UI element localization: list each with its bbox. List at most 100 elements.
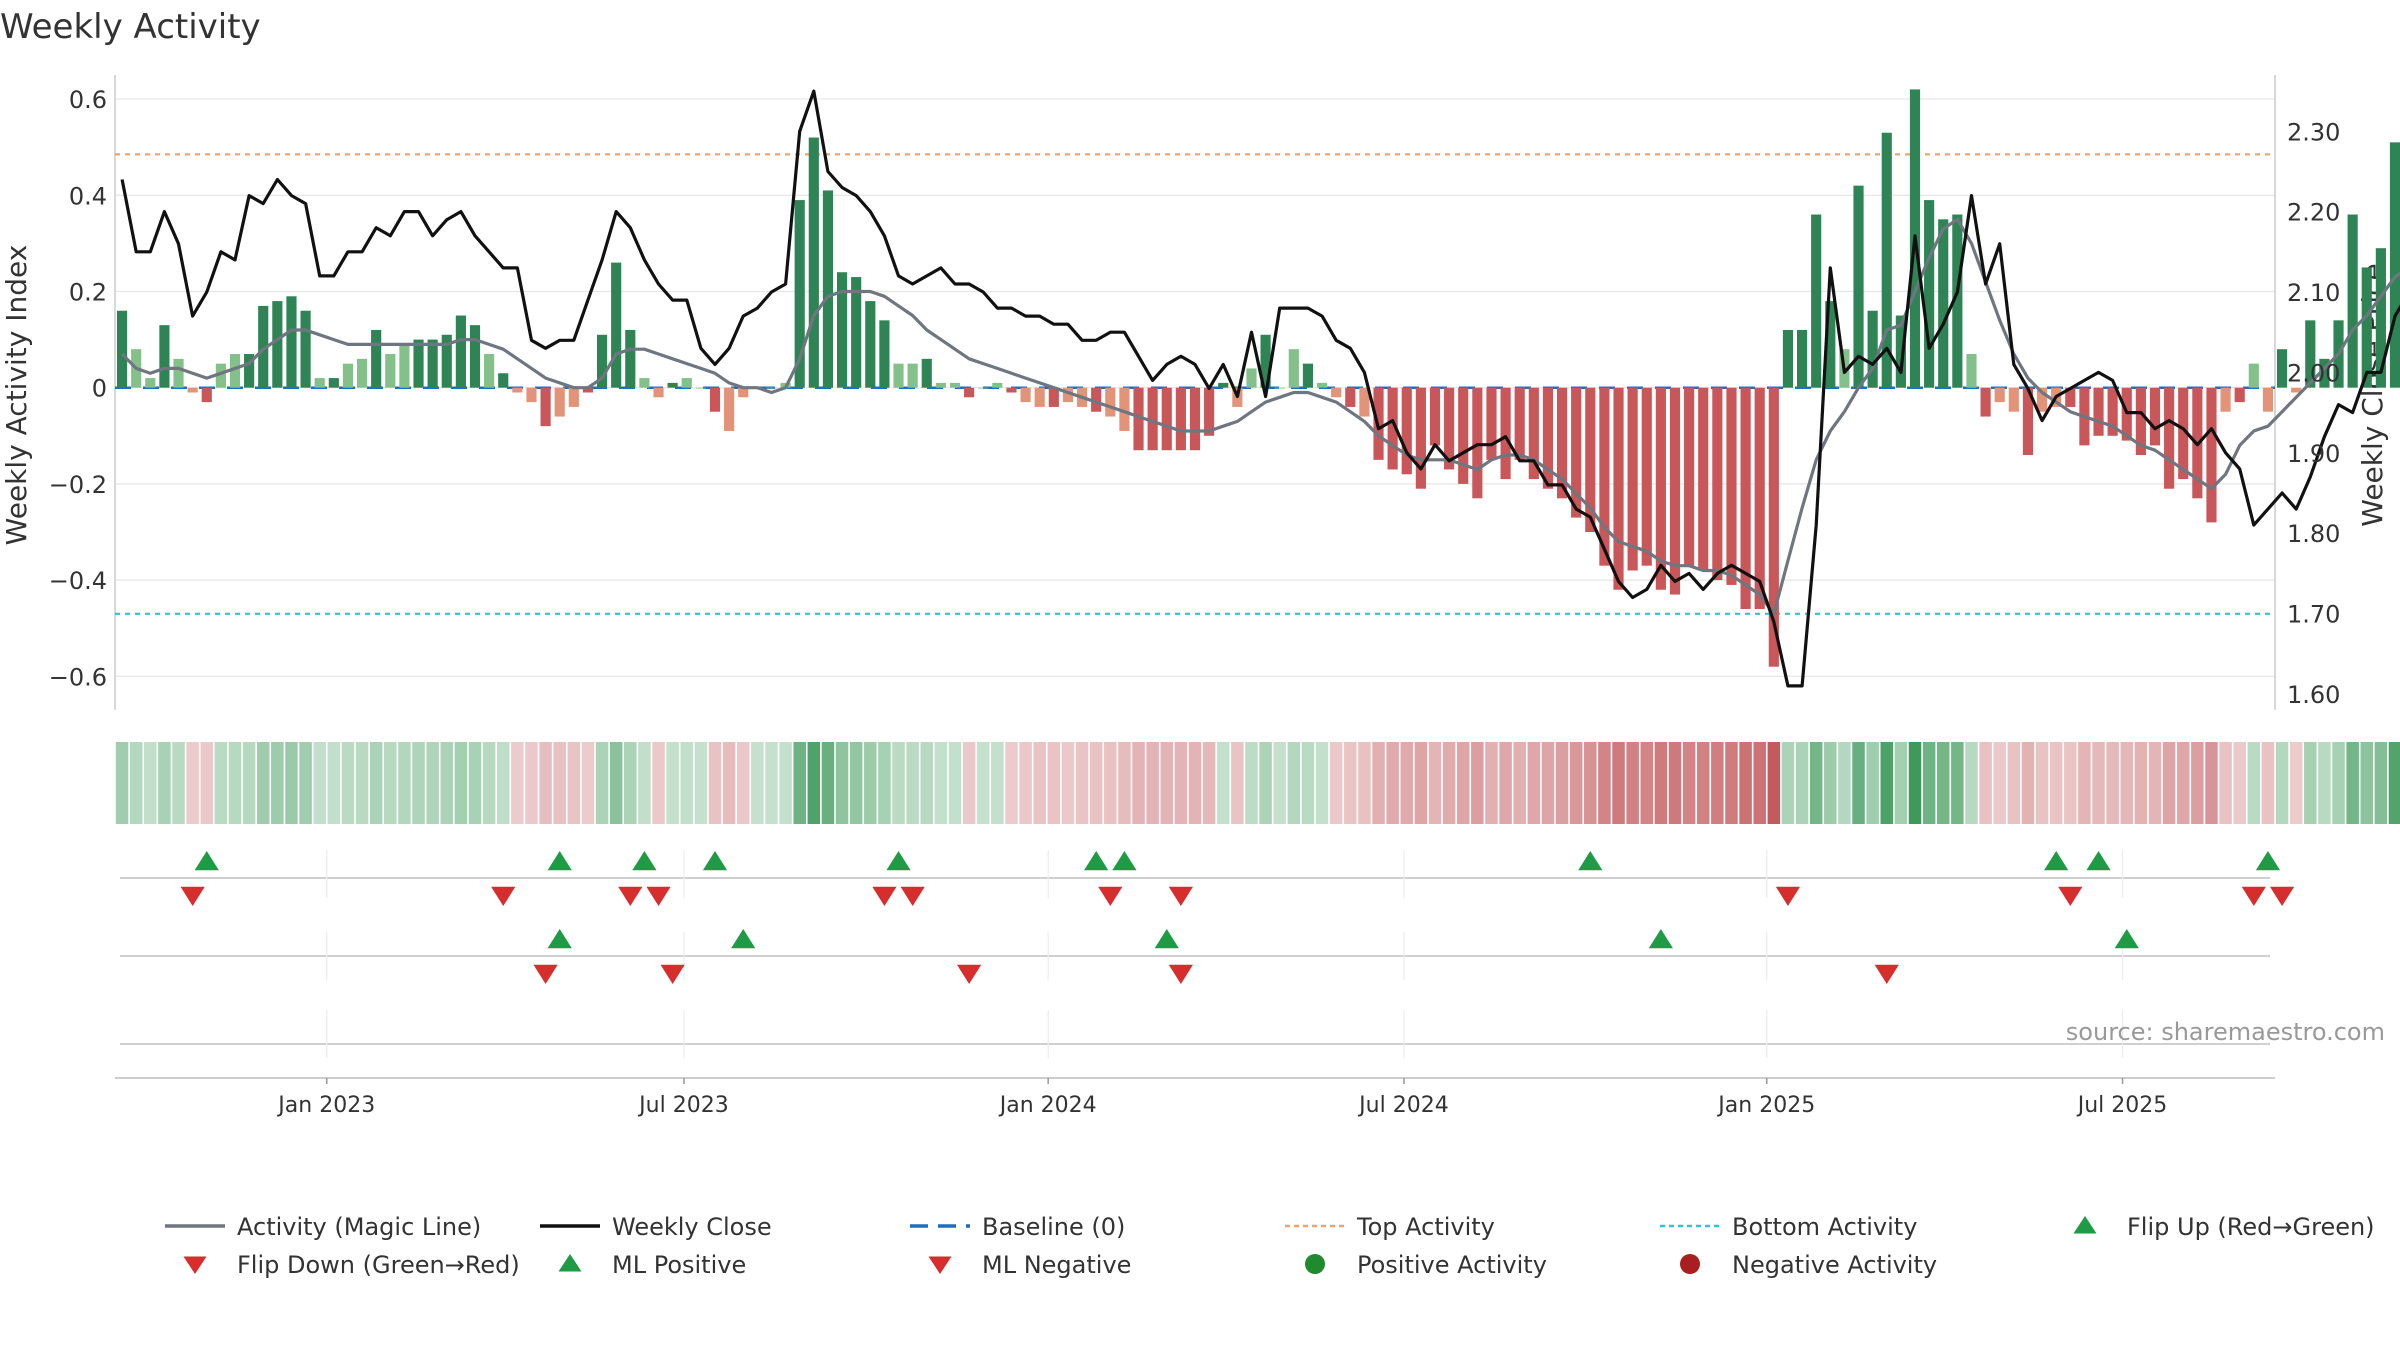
heat-cell bbox=[638, 742, 651, 824]
legend: Activity (Magic Line) Weekly Close Baselin… bbox=[165, 1213, 2375, 1279]
legend-triangle-down-icon bbox=[928, 1256, 952, 1274]
y-tick-label: 0 bbox=[92, 375, 107, 403]
heat-cell bbox=[1527, 742, 1541, 824]
heat-cell bbox=[1344, 742, 1357, 824]
heat-cell bbox=[2021, 742, 2035, 824]
heat-cell bbox=[2318, 742, 2331, 824]
heat-cell bbox=[976, 742, 990, 824]
activity-bar bbox=[1684, 387, 1695, 566]
heat-cell bbox=[1301, 742, 1315, 824]
heat-cell bbox=[412, 742, 425, 824]
activity-bar bbox=[1768, 387, 1779, 667]
heat-cell bbox=[1767, 742, 1781, 824]
activity-bar bbox=[695, 387, 706, 389]
heat-cell bbox=[1654, 742, 1668, 824]
activity-bar bbox=[964, 387, 975, 398]
heat-cell bbox=[2360, 742, 2374, 824]
legend-label: Positive Activity bbox=[1357, 1251, 1547, 1279]
activity-bar bbox=[215, 363, 226, 388]
heat-cell bbox=[1852, 742, 1865, 824]
heat-cell bbox=[115, 742, 129, 824]
activity-bar bbox=[187, 387, 198, 393]
heat-cell bbox=[1442, 742, 1456, 824]
activity-bar bbox=[2008, 387, 2019, 412]
activity-bar bbox=[159, 325, 170, 388]
activity-bar bbox=[1444, 387, 1455, 470]
heat-cell bbox=[2388, 742, 2400, 824]
flip-up-marker bbox=[1578, 851, 1603, 871]
signal-markers bbox=[180, 851, 2295, 984]
heat-cell bbox=[567, 742, 581, 824]
flip-down-marker bbox=[2241, 886, 2266, 906]
ml-positive-marker bbox=[1154, 929, 1179, 949]
heat-cell bbox=[1287, 742, 1301, 824]
heat-cell bbox=[807, 742, 821, 824]
source-note: source: sharemaestro.com bbox=[2066, 1018, 2385, 1046]
heat-cell bbox=[242, 742, 256, 824]
activity-heat-strip bbox=[115, 742, 2400, 824]
activity-bar bbox=[625, 329, 636, 388]
legend-entry: ML Negative bbox=[928, 1251, 1131, 1279]
heat-cell bbox=[1216, 742, 1230, 824]
heat-cell bbox=[553, 742, 566, 824]
activity-bar bbox=[244, 354, 255, 388]
activity-bar bbox=[1260, 334, 1271, 388]
heat-cell bbox=[200, 742, 214, 824]
heat-cell bbox=[2205, 742, 2218, 824]
activity-bar bbox=[681, 378, 692, 388]
x-tick-label: Jul 2024 bbox=[1357, 1093, 1449, 1118]
heat-cell bbox=[2120, 742, 2134, 824]
activity-bar bbox=[1698, 387, 1709, 571]
heat-cell bbox=[595, 742, 609, 824]
flip-up-marker bbox=[702, 851, 728, 871]
flip-up-marker bbox=[632, 851, 657, 871]
heat-cell bbox=[652, 742, 665, 824]
heat-cell bbox=[609, 742, 623, 824]
heat-cell bbox=[129, 742, 143, 824]
heat-cell bbox=[186, 742, 199, 824]
activity-bar bbox=[1034, 387, 1045, 407]
heat-cell bbox=[2332, 742, 2345, 824]
y-tick-label: −0.4 bbox=[49, 567, 107, 595]
activity-bar bbox=[582, 387, 594, 393]
heat-cell bbox=[849, 742, 863, 824]
legend-label: Weekly Close bbox=[612, 1213, 772, 1241]
heat-cell bbox=[1400, 742, 1414, 824]
flip-up-marker bbox=[2044, 851, 2069, 871]
flip-down-marker bbox=[872, 886, 897, 906]
activity-bar bbox=[639, 378, 650, 388]
legend-triangle-up-icon bbox=[558, 1254, 582, 1272]
activity-bar bbox=[201, 387, 212, 403]
heat-cell bbox=[2233, 742, 2246, 824]
heat-cell bbox=[1329, 742, 1343, 824]
activity-bar bbox=[1091, 387, 1102, 412]
activity-bar bbox=[1345, 387, 1356, 407]
x-tick-label: Jan 2025 bbox=[1716, 1093, 1815, 1118]
heat-cell bbox=[1202, 742, 1216, 824]
heat-cell bbox=[313, 742, 326, 824]
heat-cell bbox=[624, 742, 637, 824]
heat-cell bbox=[2162, 742, 2176, 824]
activity-bar bbox=[1627, 387, 1638, 571]
y-tick-label: 0.2 bbox=[69, 278, 107, 306]
activity-bar bbox=[554, 387, 565, 417]
heat-cell bbox=[2049, 742, 2063, 824]
activity-bar bbox=[1274, 387, 1285, 389]
activity-bar bbox=[2149, 387, 2161, 446]
heat-cell bbox=[539, 742, 552, 824]
heat-cell bbox=[2134, 742, 2148, 824]
activity-bar bbox=[949, 382, 961, 388]
activity-bar bbox=[1938, 219, 1949, 388]
heat-cell bbox=[1132, 742, 1145, 824]
activity-bar bbox=[1895, 315, 1906, 388]
activity-bar bbox=[1924, 200, 1935, 388]
heat-cell bbox=[1075, 742, 1089, 824]
activity-bar bbox=[879, 320, 890, 388]
activity-bar bbox=[2291, 387, 2302, 393]
activity-bar bbox=[314, 378, 325, 388]
heat-cell bbox=[1640, 742, 1654, 824]
x-axis-ticks: Jan 2023 Jul 2023 Jan 2024 Jul 2024 Jan 2025… bbox=[276, 1078, 2167, 1118]
activity-bar bbox=[978, 387, 989, 389]
ml-negative-marker bbox=[533, 964, 558, 984]
